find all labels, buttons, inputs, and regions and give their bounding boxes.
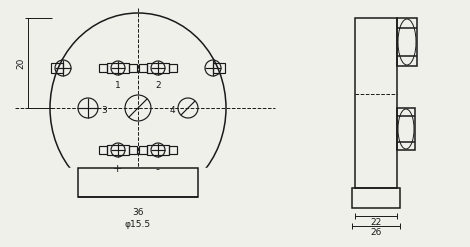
Bar: [147, 145, 169, 155]
Bar: [78, 168, 198, 197]
Text: 26: 26: [370, 228, 382, 237]
Text: 1: 1: [115, 81, 121, 90]
Text: 36: 36: [132, 208, 144, 217]
Bar: [213, 63, 225, 73]
Polygon shape: [58, 168, 218, 247]
Bar: [139, 146, 147, 154]
Bar: [99, 146, 107, 154]
Text: 2: 2: [155, 81, 161, 90]
Bar: [99, 64, 107, 72]
Text: +: +: [112, 164, 122, 174]
Bar: [169, 146, 177, 154]
Text: 4: 4: [169, 105, 175, 115]
Text: 3: 3: [101, 105, 107, 115]
Bar: [147, 63, 169, 73]
Text: 22: 22: [370, 218, 382, 227]
Text: -: -: [155, 164, 159, 174]
Bar: [107, 145, 129, 155]
Bar: [51, 63, 63, 73]
Bar: [355, 18, 397, 188]
Bar: [397, 108, 415, 150]
Bar: [107, 63, 129, 73]
Text: 20: 20: [16, 57, 25, 69]
Bar: [139, 64, 147, 72]
Text: φ15.5: φ15.5: [125, 220, 151, 229]
Bar: [169, 64, 177, 72]
Bar: [352, 188, 400, 208]
Bar: [129, 64, 137, 72]
Bar: [397, 18, 417, 66]
Bar: [129, 146, 137, 154]
